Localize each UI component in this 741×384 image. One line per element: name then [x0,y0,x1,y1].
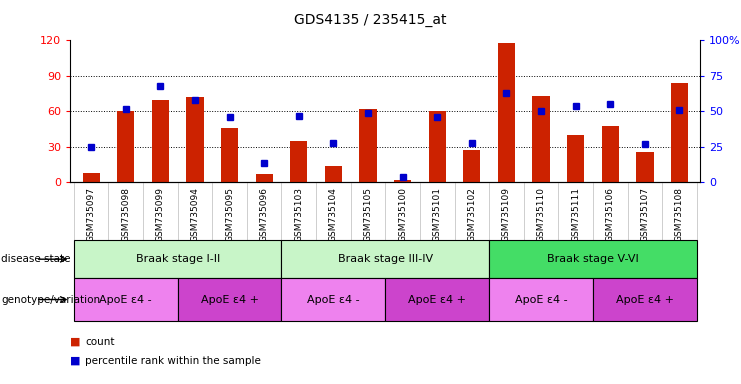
Text: GSM735105: GSM735105 [364,187,373,242]
Text: GSM735103: GSM735103 [294,187,303,242]
Text: Braak stage III-IV: Braak stage III-IV [338,254,433,264]
Bar [290,141,308,182]
Bar [463,151,480,182]
Bar [82,173,100,182]
Text: GSM735098: GSM735098 [122,187,130,242]
Text: GSM735109: GSM735109 [502,187,511,242]
Bar [532,96,550,182]
Text: GDS4135 / 235415_at: GDS4135 / 235415_at [294,13,447,27]
Text: GSM735111: GSM735111 [571,187,580,242]
Bar [178,278,282,321]
Text: disease state: disease state [1,254,71,264]
Bar [602,126,619,182]
Bar [394,180,411,182]
Text: ApoE ε4 -: ApoE ε4 - [99,295,152,305]
Text: count: count [85,337,115,347]
Text: GSM735097: GSM735097 [87,187,96,242]
Bar [74,240,282,278]
Text: GSM735110: GSM735110 [536,187,545,242]
Text: genotype/variation: genotype/variation [1,295,101,305]
Bar [671,83,688,182]
Bar [282,240,489,278]
Text: GSM735107: GSM735107 [640,187,649,242]
Bar [186,97,204,182]
Text: Braak stage I-II: Braak stage I-II [136,254,220,264]
Text: ApoE ε4 -: ApoE ε4 - [515,295,568,305]
Text: GSM735106: GSM735106 [605,187,615,242]
Bar [593,278,697,321]
Text: ApoE ε4 -: ApoE ε4 - [307,295,359,305]
Bar [489,278,593,321]
Text: GSM735102: GSM735102 [468,187,476,242]
Bar [74,278,178,321]
Text: ApoE ε4 +: ApoE ε4 + [201,295,259,305]
Bar [428,111,446,182]
Text: GSM735099: GSM735099 [156,187,165,242]
Text: GSM735094: GSM735094 [190,187,199,242]
Text: ■: ■ [70,356,81,366]
Bar [325,166,342,182]
Text: percentile rank within the sample: percentile rank within the sample [85,356,261,366]
Bar [282,278,385,321]
Text: GSM735095: GSM735095 [225,187,234,242]
Bar [152,99,169,182]
Bar [221,128,239,182]
Text: GSM735096: GSM735096 [259,187,269,242]
Text: GSM735101: GSM735101 [433,187,442,242]
Bar [489,240,697,278]
Text: ApoE ε4 +: ApoE ε4 + [408,295,466,305]
Text: Braak stage V-VI: Braak stage V-VI [547,254,639,264]
Text: ■: ■ [70,337,81,347]
Bar [385,278,489,321]
Text: GSM735100: GSM735100 [398,187,407,242]
Text: GSM735108: GSM735108 [675,187,684,242]
Text: GSM735104: GSM735104 [329,187,338,242]
Text: ApoE ε4 +: ApoE ε4 + [616,295,674,305]
Bar [256,174,273,182]
Bar [359,109,376,182]
Bar [117,111,134,182]
Bar [637,152,654,182]
Bar [498,43,515,182]
Bar [567,135,585,182]
